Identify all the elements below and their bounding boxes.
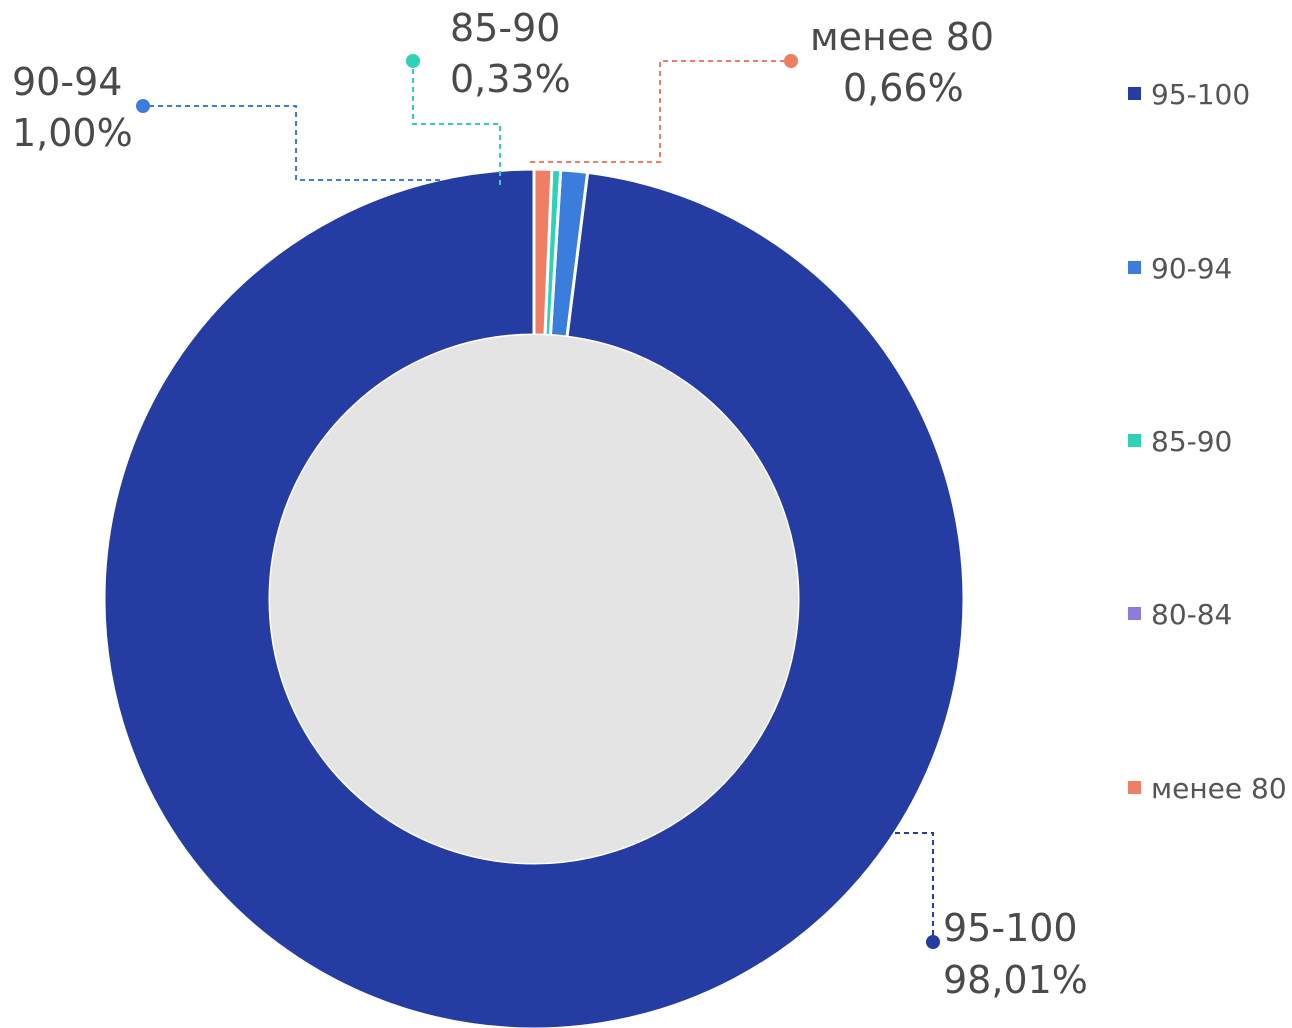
callout-category-95-100: 95-100 [943,906,1078,950]
legend-item-menee-80[interactable]: менее 80 [1128,772,1287,805]
callout-category-menee-80: менее 80 [810,15,994,59]
callout-line-90-94 [145,105,440,181]
callout-dot-menee-80 [784,54,798,68]
legend-swatch-95-100 [1128,87,1141,100]
legend-label-menee-80: менее 80 [1151,772,1287,805]
legend: 95-100 90-94 85-90 80-84 менее 80 [1128,78,1287,805]
callout-90-94: 90-94 1,00% [12,60,440,181]
legend-swatch-menee-80 [1128,781,1141,794]
legend-item-90-94[interactable]: 90-94 [1128,252,1232,285]
callout-dot-95-100 [926,935,940,949]
callout-85-90: 85-90 0,33% [406,6,571,185]
callout-dot-85-90 [406,54,420,68]
legend-item-80-84[interactable]: 80-84 [1128,598,1232,631]
legend-label-90-94: 90-94 [1151,252,1232,285]
legend-swatch-90-94 [1128,261,1141,274]
legend-label-85-90: 85-90 [1151,425,1232,458]
legend-item-95-100[interactable]: 95-100 [1128,78,1250,111]
callout-value-menee-80: 0,66% [843,66,964,110]
callout-line-menee-80 [530,60,788,163]
callout-95-100: 95-100 98,01% [895,832,1088,1002]
callout-value-90-94: 1,00% [12,111,133,155]
callout-category-85-90: 85-90 [450,6,560,50]
callout-menee-80: менее 80 0,66% [530,15,994,163]
callout-category-90-94: 90-94 [12,60,122,104]
callout-dot-90-94 [136,99,150,113]
callout-value-85-90: 0,33% [450,57,571,101]
legend-item-85-90[interactable]: 85-90 [1128,425,1232,458]
legend-swatch-85-90 [1128,434,1141,447]
donut-hole [270,335,798,863]
callout-value-95-100: 98,01% [943,958,1088,1002]
legend-label-80-84: 80-84 [1151,598,1232,631]
callout-line-85-90 [412,63,501,185]
legend-label-95-100: 95-100 [1151,78,1250,111]
legend-swatch-80-84 [1128,607,1141,620]
callout-line-95-100 [895,832,934,940]
callouts: 95-100 98,01% 90-94 1,00% 85-90 0,33% ме… [12,6,1088,1002]
